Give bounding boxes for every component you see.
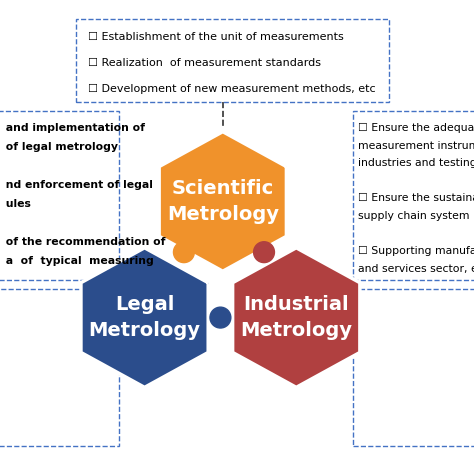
- Text: ☐ Ensure the sustainable: ☐ Ensure the sustainable: [358, 193, 474, 203]
- Text: and implementation of: and implementation of: [2, 123, 146, 133]
- Text: Legal
Metrology: Legal Metrology: [89, 295, 201, 340]
- Text: ☐ Realization  of measurement standards: ☐ Realization of measurement standards: [88, 58, 321, 68]
- Circle shape: [254, 242, 274, 263]
- Text: ules: ules: [2, 199, 31, 209]
- Text: and services sector, etc: and services sector, etc: [358, 264, 474, 273]
- Text: ☐ Establishment of the unit of measurements: ☐ Establishment of the unit of measureme…: [88, 32, 344, 42]
- Text: ☐ Supporting manufactur...: ☐ Supporting manufactur...: [358, 246, 474, 256]
- Text: supply chain system: supply chain system: [358, 211, 469, 221]
- Polygon shape: [233, 248, 360, 387]
- Text: industries and testing labe...: industries and testing labe...: [358, 158, 474, 168]
- Text: ☐ Development of new measurement methods, etc: ☐ Development of new measurement methods…: [88, 84, 375, 94]
- Text: a  of  typical  measuring: a of typical measuring: [2, 256, 154, 266]
- Circle shape: [173, 242, 194, 263]
- Polygon shape: [159, 132, 286, 271]
- Text: of legal metrology: of legal metrology: [2, 142, 118, 152]
- Text: of the recommendation of: of the recommendation of: [2, 237, 166, 247]
- Text: measurement instrument...: measurement instrument...: [358, 141, 474, 151]
- Text: ☐ Ensure the adequate fu: ☐ Ensure the adequate fu: [358, 123, 474, 133]
- Text: Scientific
Metrology: Scientific Metrology: [167, 179, 279, 224]
- Circle shape: [210, 307, 231, 328]
- Text: nd enforcement of legal: nd enforcement of legal: [2, 180, 153, 190]
- Polygon shape: [81, 248, 208, 387]
- Text: Industrial
Metrology: Industrial Metrology: [240, 295, 352, 340]
